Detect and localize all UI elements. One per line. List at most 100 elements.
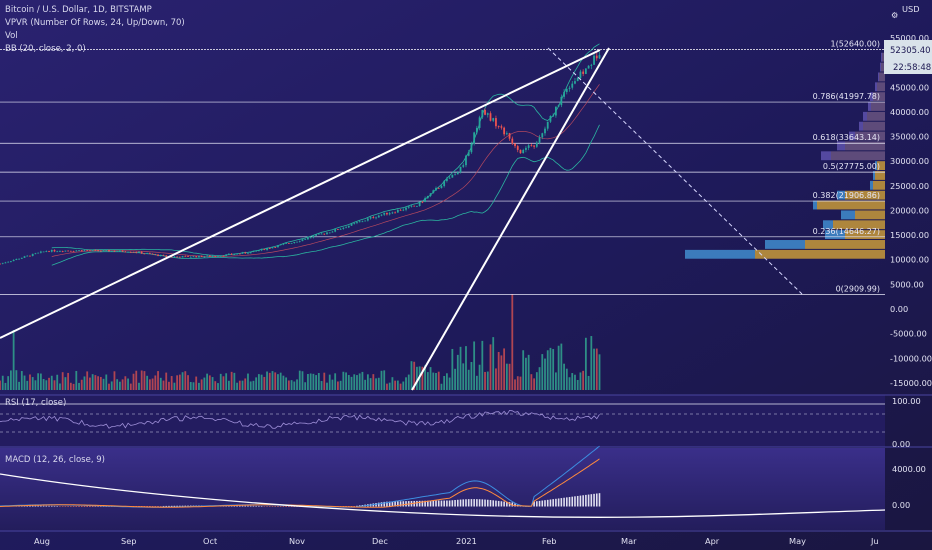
macd-hist-bar: [538, 500, 541, 507]
volume-bar: [525, 357, 527, 390]
macd-hist-bar: [244, 505, 247, 507]
volume-bar: [495, 368, 497, 390]
volume-bar: [429, 367, 432, 390]
candle-body: [350, 223, 353, 226]
candle-body: [42, 251, 45, 253]
volume-bar: [563, 363, 565, 390]
vp-down-bar: [873, 180, 885, 190]
x-tick-label: Apr: [705, 536, 720, 546]
macd-hist-bar: [484, 499, 486, 507]
candle-body: [339, 228, 342, 230]
candle-body: [290, 243, 293, 244]
candle-body: [110, 250, 113, 252]
candle-body: [282, 243, 285, 245]
volume-bar: [454, 368, 456, 390]
candle-body: [287, 243, 290, 244]
trendline-upper[interactable]: [0, 49, 601, 339]
candle-body: [315, 234, 317, 236]
candle-body: [497, 126, 500, 127]
candle-body: [34, 253, 37, 255]
macd-hist-bar: [446, 500, 448, 507]
volume-bar: [301, 371, 304, 390]
candle-body: [582, 71, 585, 74]
candle-body: [26, 255, 29, 257]
volume-bar: [527, 354, 530, 390]
candle-body: [565, 88, 568, 93]
volume-bar: [7, 376, 10, 390]
candle-body: [228, 253, 230, 255]
volume-bar: [121, 379, 124, 390]
macd-hist-bar: [154, 506, 157, 507]
candle-body: [467, 152, 470, 156]
volume-bar: [475, 375, 478, 390]
candle-body: [225, 254, 228, 256]
candle-body: [525, 147, 527, 150]
vp-up-bar: [821, 151, 831, 161]
volume-bar: [154, 375, 157, 390]
candle-body: [369, 217, 372, 219]
macd-hist-bar: [143, 506, 146, 507]
volume-bar: [0, 380, 1, 390]
candle-body: [170, 256, 173, 258]
volume-bar: [181, 372, 184, 390]
macd-hist-bar: [168, 505, 170, 507]
candle-body: [195, 256, 198, 258]
candle-body: [83, 250, 86, 252]
macd-hist-bar: [503, 501, 505, 507]
volume-bar: [337, 381, 339, 390]
vp-up-bar: [685, 249, 755, 259]
volume-bar: [522, 350, 525, 390]
candle-body: [366, 218, 369, 221]
y-tick-label: 55000.00: [890, 33, 929, 43]
vp-down-bar: [873, 92, 885, 102]
rsi-tick-100: 100.00: [892, 396, 921, 406]
projection-line[interactable]: [547, 47, 803, 295]
macd-hist-bar: [239, 505, 241, 507]
macd-hist-bar: [356, 505, 358, 507]
candle-body: [356, 222, 358, 223]
candle-body: [571, 83, 574, 88]
macd-hist-bar: [255, 505, 257, 507]
macd-hist-bar: [394, 501, 396, 507]
price-axis[interactable]: 55000.0050000.0045000.0040000.0035000.00…: [890, 33, 932, 388]
candle-body: [492, 118, 495, 121]
trendline-lower[interactable]: [411, 47, 610, 391]
volume-bar: [184, 371, 187, 390]
macd-hist-bar: [31, 505, 34, 507]
candle-body: [484, 109, 486, 115]
macd-hist-bar: [26, 505, 29, 507]
volume-bar: [380, 370, 383, 390]
volume-bar: [489, 344, 492, 390]
volume-bar: [391, 377, 394, 390]
volume-bar: [230, 371, 233, 390]
volume-bar: [448, 377, 451, 390]
volume-bar: [405, 377, 407, 390]
macd-hist-bar: [181, 505, 184, 507]
settings-icon[interactable]: ⚙: [891, 10, 898, 20]
x-tick-label: Sep: [121, 536, 136, 546]
macd-hist-bar: [593, 493, 595, 507]
vp-up-bar: [863, 111, 867, 121]
candle-body: [116, 251, 119, 253]
volume-bar: [358, 373, 361, 390]
vpvr-label: VPVR (Number Of Rows, 24, Up/Down, 70): [5, 18, 185, 28]
rsi-tick-0: 0.00: [892, 439, 910, 449]
candle-body: [97, 249, 99, 251]
y-tick-label: -15000.00: [890, 378, 932, 388]
candle-body: [23, 256, 26, 258]
volume-bar: [143, 371, 146, 390]
candle-body: [377, 215, 380, 218]
x-tick-label: Aug: [34, 536, 50, 546]
macd-hist-bar: [399, 501, 402, 507]
time-axis[interactable]: Aug Sep Oct Nov Dec 2021 Feb Mar Apr May Ju: [34, 536, 879, 546]
macd-hist-bar: [451, 500, 454, 507]
candle-body: [257, 250, 260, 252]
candle-body: [108, 249, 110, 252]
volume-bar: [538, 367, 541, 390]
volume-bar: [263, 376, 266, 390]
candle-body: [217, 256, 219, 258]
macd-hist-bar: [165, 505, 168, 507]
candle-body: [372, 217, 375, 219]
macd-hist-bar: [80, 506, 83, 507]
